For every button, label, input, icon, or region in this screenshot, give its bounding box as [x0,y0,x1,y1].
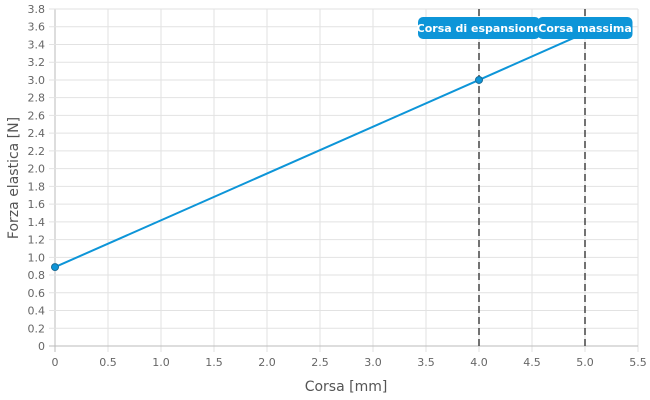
annotation-label: Corsa massima [538,22,632,35]
annotation-label-box [418,17,540,39]
x-tick-label: 3.5 [417,356,435,369]
annotation-label: Corsa di espansione [417,22,542,35]
x-tick-label: 4.0 [470,356,488,369]
data-point [475,75,483,84]
y-tick-label: 1.8 [28,180,46,193]
y-tick-label: 0 [38,340,45,353]
x-tick-label: 4.5 [523,356,541,369]
x-axis-title: Corsa [mm] [305,379,388,395]
data-point [51,263,59,272]
x-tick-label: 1.0 [152,356,170,369]
x-tick-label: 1.5 [205,356,223,369]
y-tick-label: 1.4 [28,216,46,229]
y-tick-label: 0.2 [28,322,46,335]
y-tick-label: 1.2 [28,234,46,247]
annotation-label-box [537,17,633,39]
y-tick-label: 1.6 [28,198,46,211]
y-tick-label: 3.6 [28,21,46,34]
x-tick-label: 3.0 [364,356,382,369]
y-tick-label: 2.8 [28,92,46,105]
y-tick-label: 3.2 [28,56,46,69]
y-tick-label: 0.8 [28,269,46,282]
y-axis-title: Forza elastica [N] [6,117,22,239]
y-tick-label: 2.2 [28,145,46,158]
y-tick-label: 3.4 [28,38,46,51]
y-tick-label: 3.8 [28,3,46,16]
y-tick-label: 3.0 [28,74,46,87]
y-tick-label: 2.6 [28,109,46,122]
x-tick-label: 5.0 [576,356,594,369]
x-tick-label: 5.5 [629,356,647,369]
y-tick-label: 2.0 [28,163,46,176]
y-tick-label: 2.4 [28,127,46,140]
x-tick-label: 2.5 [311,356,329,369]
x-tick-label: 0 [52,356,59,369]
x-tick-label: 2.0 [258,356,276,369]
y-tick-label: 0.6 [28,287,46,300]
y-tick-label: 1.0 [28,251,46,264]
x-tick-label: 0.5 [99,356,117,369]
y-tick-label: 0.4 [28,305,46,318]
